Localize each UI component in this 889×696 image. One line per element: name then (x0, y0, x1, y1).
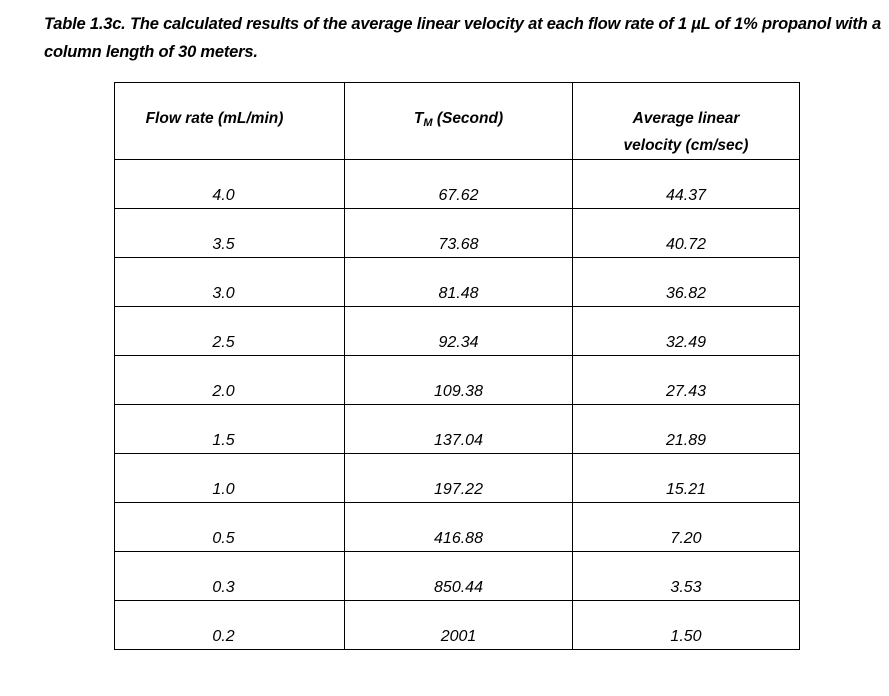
header-velocity-line1: Average linear (632, 110, 740, 127)
header-velocity: Average linear velocity (cm/sec) (572, 82, 800, 160)
velocity-cell: 32.49 (572, 306, 800, 356)
flow-rate-cell: 0.3 (114, 551, 345, 601)
table-row: 2.0 109.38 27.43 (114, 355, 800, 405)
flow-rate-cell: 1.5 (114, 404, 345, 454)
tm-cell: 137.04 (344, 404, 573, 454)
table-row: 1.0 197.22 15.21 (114, 453, 800, 503)
table-row: 3.0 81.48 36.82 (114, 257, 800, 307)
table-row: 0.5 416.88 7.20 (114, 502, 800, 552)
table-row: 4.0 67.62 44.37 (114, 159, 800, 209)
table-row: 1.5 137.04 21.89 (114, 404, 800, 454)
flow-rate-cell: 2.0 (114, 355, 345, 405)
tm-cell: 109.38 (344, 355, 573, 405)
tm-cell: 81.48 (344, 257, 573, 307)
velocity-cell: 1.50 (572, 600, 800, 650)
tm-cell: 92.34 (344, 306, 573, 356)
velocity-cell: 3.53 (572, 551, 800, 601)
table-row: 0.2 2001 1.50 (114, 600, 800, 650)
header-row: Flow rate (mL/min) TM (Second) Average l… (114, 82, 800, 160)
header-velocity-line2: velocity (cm/sec) (623, 137, 749, 154)
header-tm-sub: M (423, 117, 433, 129)
table-row: 0.3 850.44 3.53 (114, 551, 800, 601)
header-tm-unit: (Second) (436, 110, 504, 127)
flow-rate-cell: 0.2 (114, 600, 345, 650)
velocity-cell: 27.43 (572, 355, 800, 405)
velocity-cell: 44.37 (572, 159, 800, 209)
results-table: Flow rate (mL/min) TM (Second) Average l… (114, 82, 800, 650)
table-row: 2.5 92.34 32.49 (114, 306, 800, 356)
table-row: 3.5 73.68 40.72 (114, 208, 800, 258)
tm-cell: 416.88 (344, 502, 573, 552)
header-tm-main: T (413, 110, 424, 127)
velocity-cell: 7.20 (572, 502, 800, 552)
tm-cell: 73.68 (344, 208, 573, 258)
header-tm: TM (Second) (344, 82, 573, 160)
flow-rate-cell: 4.0 (114, 159, 345, 209)
velocity-cell: 21.89 (572, 404, 800, 454)
tm-cell: 2001 (344, 600, 573, 650)
flow-rate-cell: 0.5 (114, 502, 345, 552)
velocity-cell: 40.72 (572, 208, 800, 258)
tm-cell: 850.44 (344, 551, 573, 601)
tm-cell: 197.22 (344, 453, 573, 503)
flow-rate-cell: 2.5 (114, 306, 345, 356)
flow-rate-cell: 3.0 (114, 257, 345, 307)
flow-rate-cell: 3.5 (114, 208, 345, 258)
velocity-cell: 36.82 (572, 257, 800, 307)
flow-rate-cell: 1.0 (114, 453, 345, 503)
table-caption: Table 1.3c. The calculated results of th… (44, 15, 881, 61)
header-flow-rate: Flow rate (mL/min) (114, 82, 345, 160)
tm-cell: 67.62 (344, 159, 573, 209)
velocity-cell: 15.21 (572, 453, 800, 503)
